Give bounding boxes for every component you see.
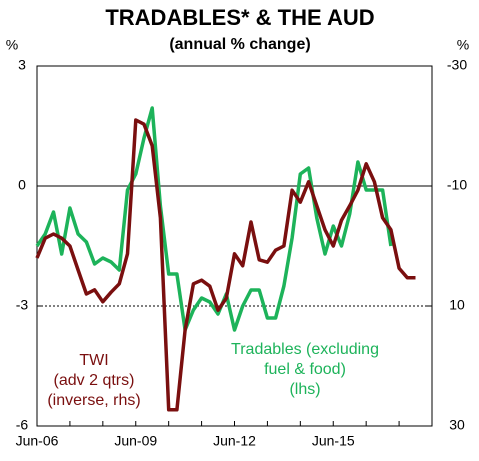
- series-label: (lhs): [289, 381, 320, 398]
- y2-tick-label: -10: [447, 177, 467, 193]
- x-tick-label: Jun-06: [16, 433, 59, 449]
- y2-unit: %: [457, 37, 469, 53]
- series-line: [35, 106, 393, 332]
- series-label: fuel & food): [264, 361, 346, 378]
- series-label: Tradables (excluding: [231, 341, 379, 358]
- series-line: [35, 118, 416, 412]
- series-label: (inverse, rhs): [47, 392, 140, 409]
- x-tick-label: Jun-15: [312, 433, 355, 449]
- series-label: (adv 2 qtrs): [54, 372, 135, 389]
- y-tick-label: 0: [18, 177, 26, 193]
- y2-tick-label: -30: [447, 57, 467, 73]
- y-tick-label: 3: [18, 57, 26, 73]
- y2-tick-label: 10: [449, 297, 465, 313]
- x-tick-label: Jun-12: [213, 433, 256, 449]
- series-label: TWI: [79, 352, 108, 369]
- y-tick-label: -3: [16, 297, 29, 313]
- y-unit: %: [6, 37, 18, 53]
- y-tick-label: -6: [16, 417, 29, 433]
- x-tick-label: Jun-09: [114, 433, 157, 449]
- y2-tick-label: 30: [449, 417, 465, 433]
- chart-title: TRADABLES* & THE AUD: [105, 5, 374, 30]
- chart-subtitle: (annual % change): [169, 36, 310, 53]
